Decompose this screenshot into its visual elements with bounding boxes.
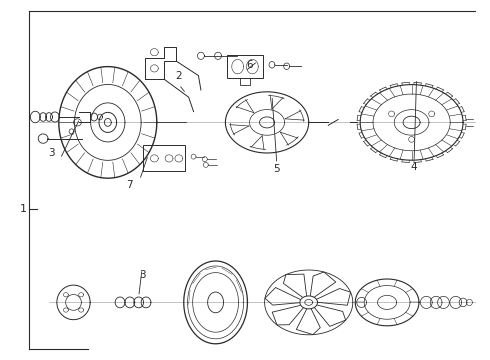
- Text: 3: 3: [139, 270, 146, 280]
- Text: 4: 4: [411, 162, 417, 172]
- Text: 7: 7: [126, 180, 133, 190]
- Bar: [144, 145, 185, 171]
- Bar: [227, 55, 263, 78]
- Text: 2: 2: [175, 71, 182, 81]
- Text: 3: 3: [48, 148, 55, 158]
- Text: 5: 5: [273, 164, 280, 174]
- Text: 6: 6: [246, 60, 253, 70]
- Text: 1: 1: [20, 204, 27, 214]
